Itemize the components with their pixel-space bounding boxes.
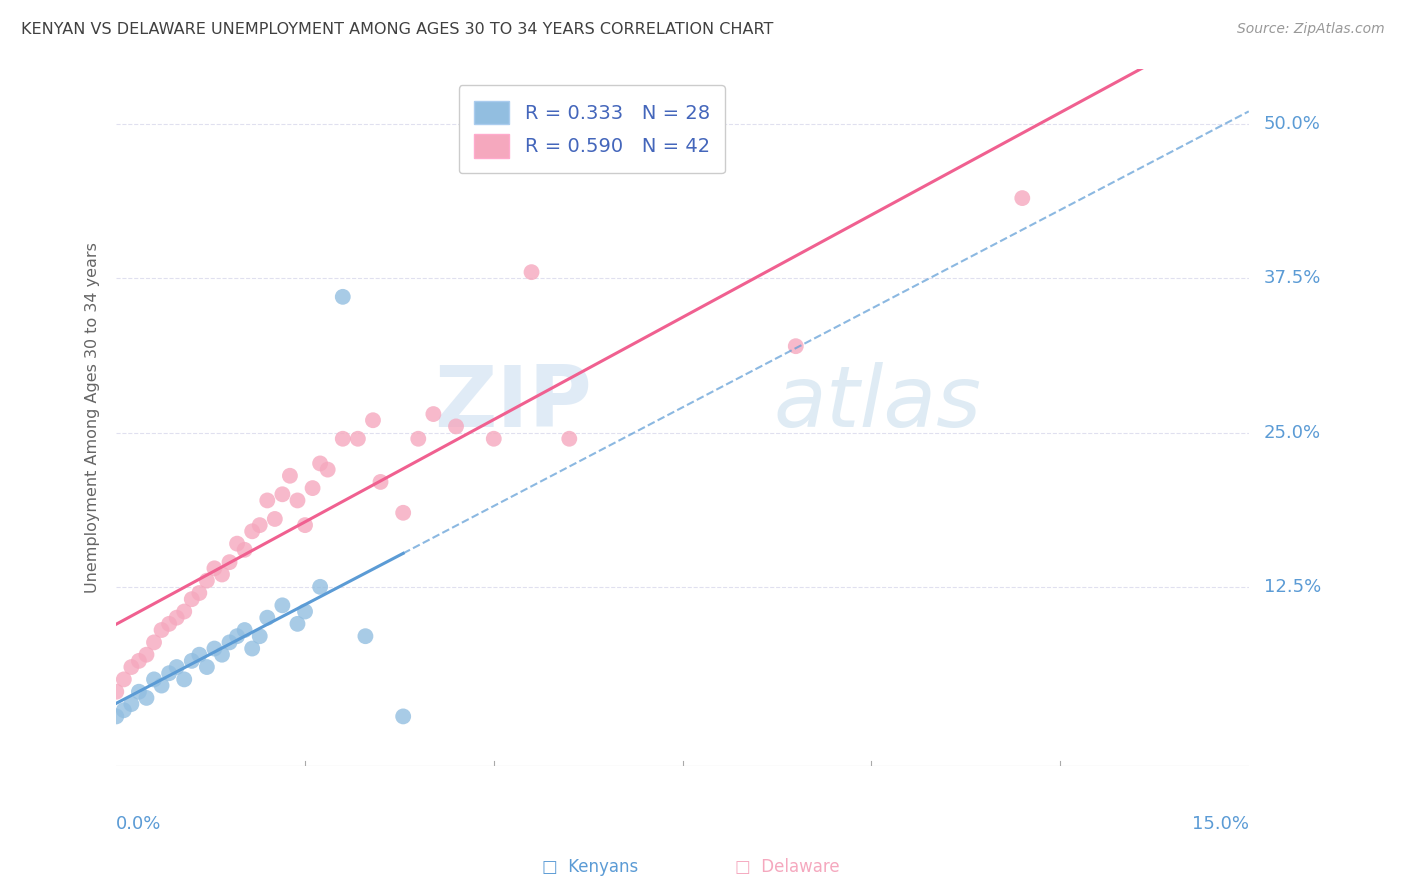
- Point: [332, 290, 354, 304]
- Point: [120, 660, 142, 674]
- Point: [785, 339, 807, 353]
- Point: [444, 419, 467, 434]
- Point: [211, 567, 233, 582]
- Point: [347, 432, 370, 446]
- Point: [256, 493, 278, 508]
- Point: [195, 660, 218, 674]
- Point: [157, 616, 180, 631]
- Point: [112, 703, 135, 717]
- Point: [301, 481, 323, 495]
- Point: [128, 684, 150, 698]
- Point: [354, 629, 377, 643]
- Point: [120, 697, 142, 711]
- Point: [143, 635, 166, 649]
- Point: [263, 512, 285, 526]
- Text: 0.0%: 0.0%: [117, 815, 162, 833]
- Point: [233, 542, 256, 557]
- Point: [271, 487, 294, 501]
- Point: [204, 561, 226, 575]
- Point: [218, 555, 240, 569]
- Text: □  Delaware: □ Delaware: [735, 858, 839, 876]
- Point: [482, 432, 505, 446]
- Text: KENYAN VS DELAWARE UNEMPLOYMENT AMONG AGES 30 TO 34 YEARS CORRELATION CHART: KENYAN VS DELAWARE UNEMPLOYMENT AMONG AG…: [21, 22, 773, 37]
- Point: [143, 673, 166, 687]
- Point: [240, 641, 263, 656]
- Y-axis label: Unemployment Among Ages 30 to 34 years: Unemployment Among Ages 30 to 34 years: [86, 242, 100, 592]
- Text: ZIP: ZIP: [434, 361, 592, 445]
- Point: [211, 648, 233, 662]
- Point: [218, 635, 240, 649]
- Point: [422, 407, 444, 421]
- Point: [112, 673, 135, 687]
- Point: [226, 629, 249, 643]
- Point: [520, 265, 543, 279]
- Point: [204, 641, 226, 656]
- Point: [105, 684, 128, 698]
- Point: [173, 673, 195, 687]
- Point: [287, 493, 309, 508]
- Point: [226, 536, 249, 550]
- Point: [256, 610, 278, 624]
- Point: [271, 599, 294, 613]
- Point: [361, 413, 384, 427]
- Point: [406, 432, 429, 446]
- Point: [180, 654, 202, 668]
- Point: [135, 648, 157, 662]
- Text: 50.0%: 50.0%: [1264, 115, 1320, 133]
- Legend: R = 0.333   N = 28, R = 0.590   N = 42: R = 0.333 N = 28, R = 0.590 N = 42: [458, 86, 725, 173]
- Text: Source: ZipAtlas.com: Source: ZipAtlas.com: [1237, 22, 1385, 37]
- Point: [135, 690, 157, 705]
- Point: [287, 616, 309, 631]
- Point: [240, 524, 263, 539]
- Text: 37.5%: 37.5%: [1264, 269, 1322, 287]
- Text: 15.0%: 15.0%: [1192, 815, 1249, 833]
- Point: [309, 457, 332, 471]
- Text: □  Kenyans: □ Kenyans: [543, 858, 638, 876]
- Point: [195, 574, 218, 588]
- Point: [392, 709, 415, 723]
- Point: [278, 468, 301, 483]
- Point: [249, 518, 271, 533]
- Point: [309, 580, 332, 594]
- Text: 12.5%: 12.5%: [1264, 578, 1322, 596]
- Point: [188, 648, 211, 662]
- Point: [233, 623, 256, 637]
- Point: [558, 432, 581, 446]
- Text: 25.0%: 25.0%: [1264, 424, 1322, 442]
- Point: [188, 586, 211, 600]
- Text: atlas: atlas: [773, 361, 981, 445]
- Point: [173, 605, 195, 619]
- Point: [150, 623, 173, 637]
- Point: [249, 629, 271, 643]
- Point: [180, 592, 202, 607]
- Point: [1011, 191, 1033, 205]
- Point: [392, 506, 415, 520]
- Point: [166, 660, 188, 674]
- Point: [294, 605, 316, 619]
- Point: [105, 709, 128, 723]
- Point: [370, 475, 392, 489]
- Point: [332, 432, 354, 446]
- Point: [157, 666, 180, 681]
- Point: [294, 518, 316, 533]
- Point: [316, 462, 339, 476]
- Point: [128, 654, 150, 668]
- Point: [166, 610, 188, 624]
- Point: [150, 679, 173, 693]
